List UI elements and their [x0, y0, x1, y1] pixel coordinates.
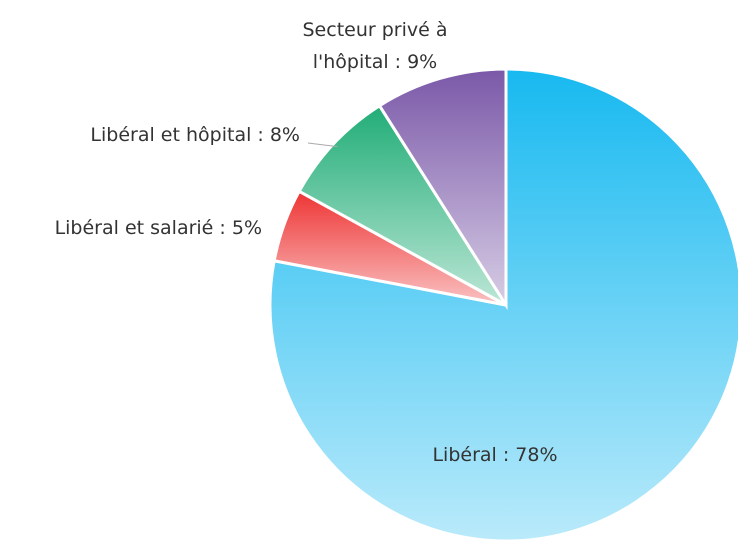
slice-label: Libéral et salarié : 5%	[55, 217, 262, 239]
slice-label: Libéral : 78%	[432, 444, 557, 466]
pie-slice	[297, 103, 508, 307]
leader-line	[307, 142, 338, 148]
slice-label: Secteur privé à l'hôpital : 9%	[303, 19, 448, 73]
slice-label: Libéral et hôpital : 8%	[90, 124, 300, 146]
pie-slice	[377, 67, 508, 311]
